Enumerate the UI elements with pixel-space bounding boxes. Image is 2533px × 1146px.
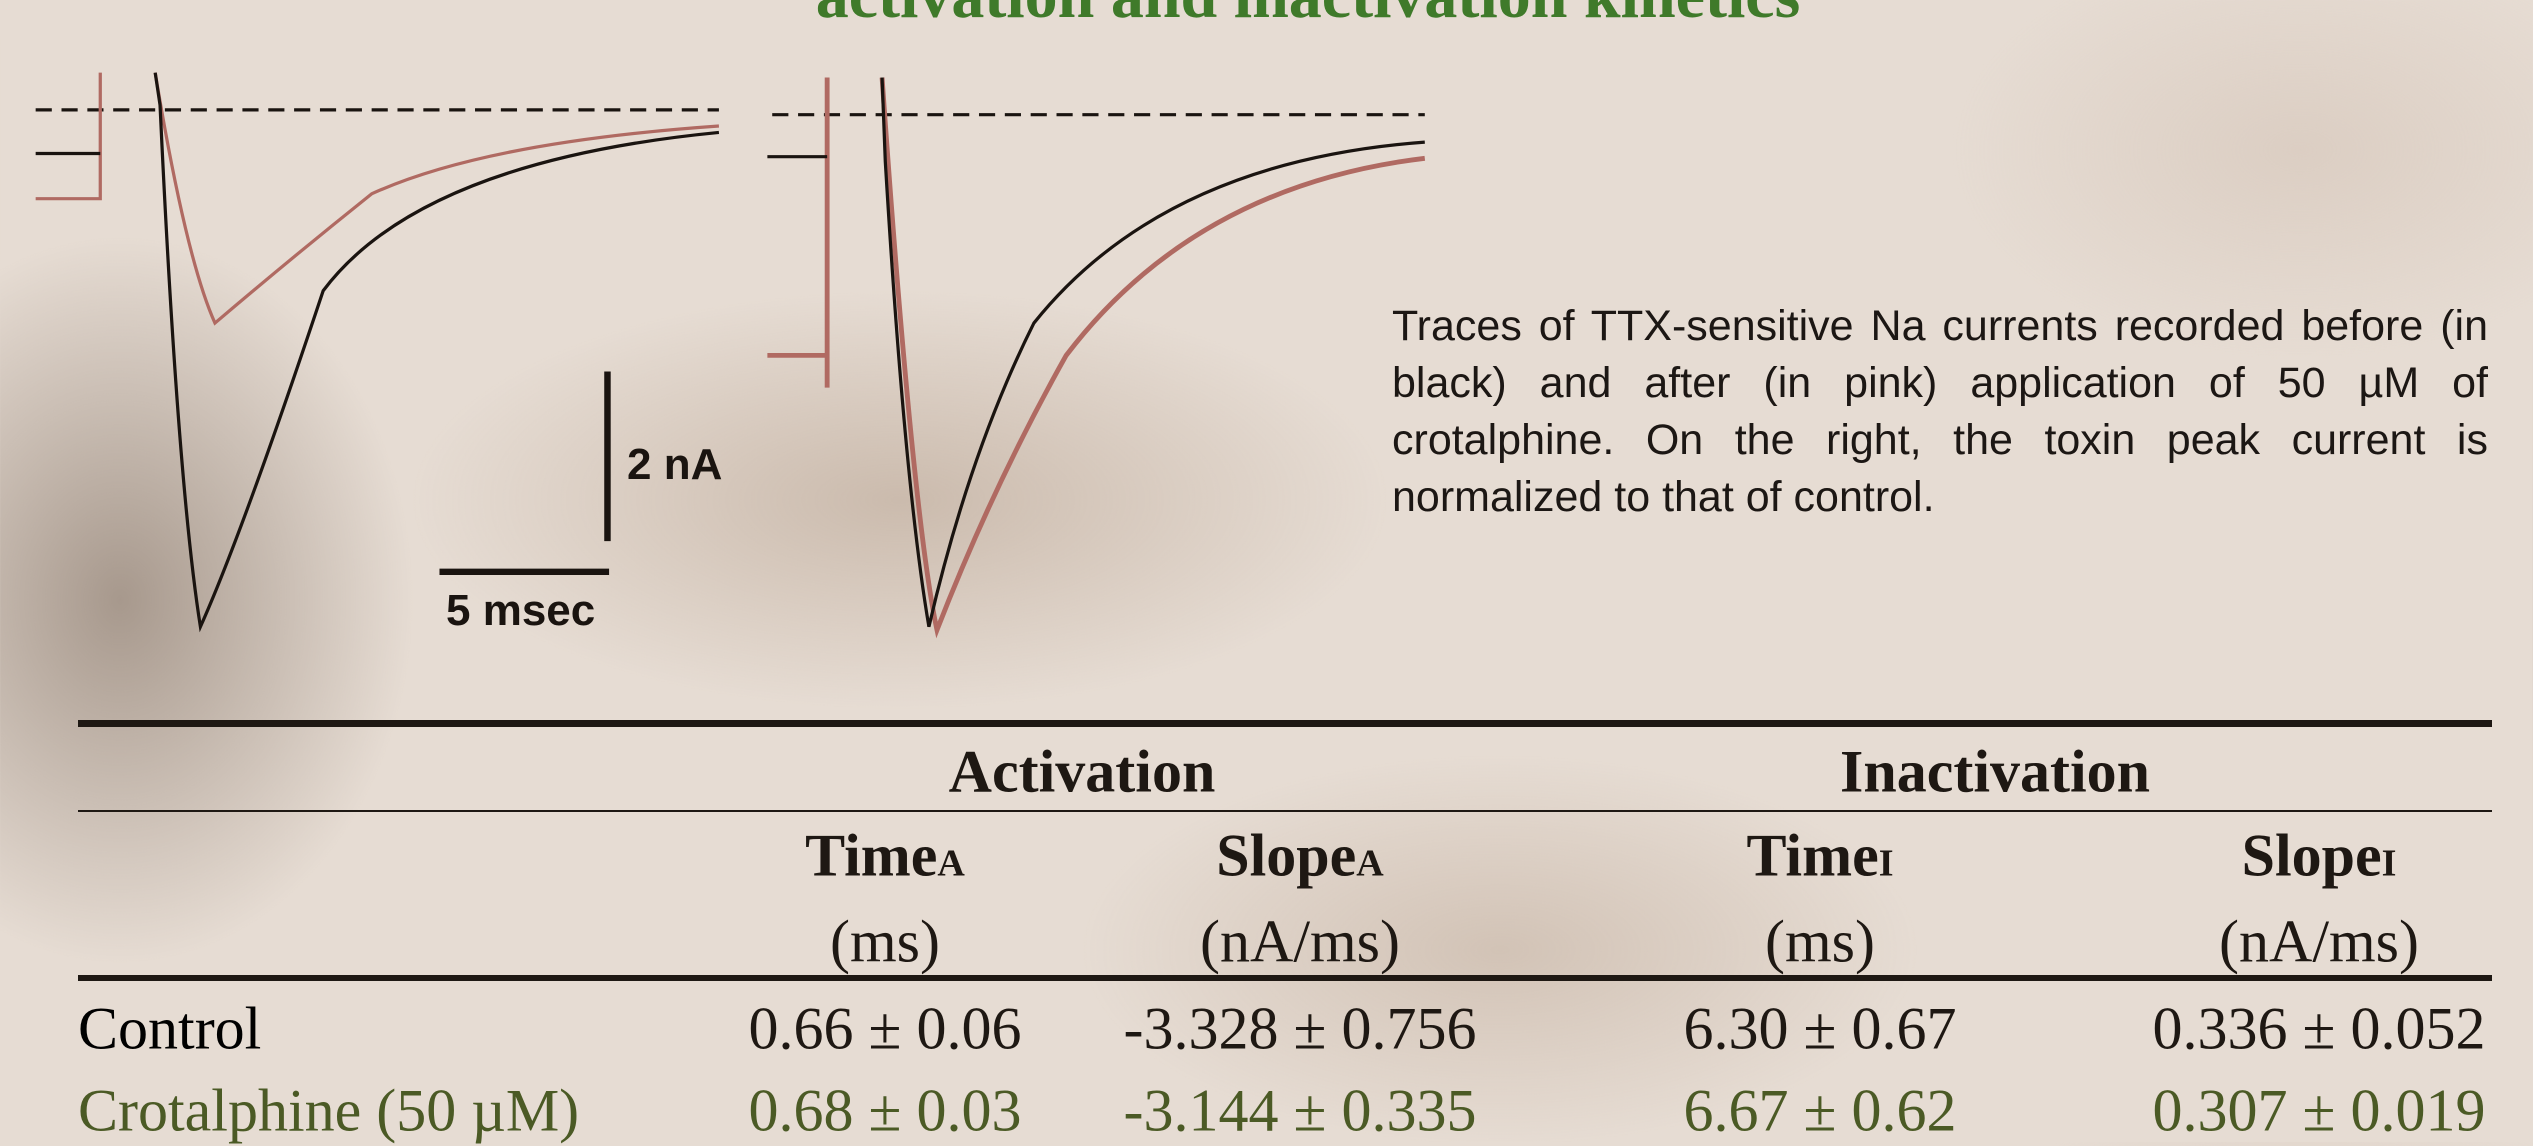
table-cell: 6.67 ± 0.62 [1683,1077,1957,1144]
column-subscript: I [1878,842,1894,885]
group-header: Inactivation [1839,738,2151,805]
column-unit: (ms) [1765,908,1875,975]
column-header: TimeI [1746,822,1893,891]
column-name: Time [1746,822,1879,889]
table-rule [78,975,2492,981]
column-header: TimeA [805,822,965,891]
table-cell: 6.30 ± 0.67 [1683,995,1957,1062]
column-subscript: A [937,842,965,885]
table-cell: -3.144 ± 0.335 [1123,1077,1477,1144]
row-label: Control [78,995,262,1062]
group-header: Activation [948,738,1216,805]
row-label: Crotalphine (50 µM) [78,1077,580,1144]
pink-trace [35,72,720,326]
column-name: Slope [2241,822,2382,889]
title: activation and inactivation kinetics [0,0,2533,34]
column-header: SlopeA [1216,822,1384,891]
column-subscript: I [2381,842,2397,885]
column-unit: (nA/ms) [2219,908,2419,975]
column-unit: (ms) [830,908,940,975]
table-cell: 0.336 ± 0.052 [2152,995,2486,1062]
caption: Traces of TTX-sensitive Na currents reco… [1392,302,2488,521]
table-cell: 0.66 ± 0.06 [748,995,1022,1062]
table-cell: 0.68 ± 0.03 [748,1077,1022,1144]
table-cell: -3.328 ± 0.756 [1123,995,1477,1062]
black-trace [767,77,1425,628]
table-cell: 0.307 ± 0.019 [2152,1077,2486,1144]
black-trace [35,72,720,633]
column-subscript: A [1356,842,1384,885]
table-rule [78,810,2492,812]
time-scale-label: 5 msec [446,586,596,635]
column-header: SlopeI [2242,822,2397,891]
current-scale-label: 2 nA [627,440,723,489]
column-name: Slope [1216,822,1357,889]
column-name: Time [805,822,938,889]
table-rule [78,720,2492,727]
column-unit: (nA/ms) [1200,908,1400,975]
pink-trace [767,77,1426,639]
